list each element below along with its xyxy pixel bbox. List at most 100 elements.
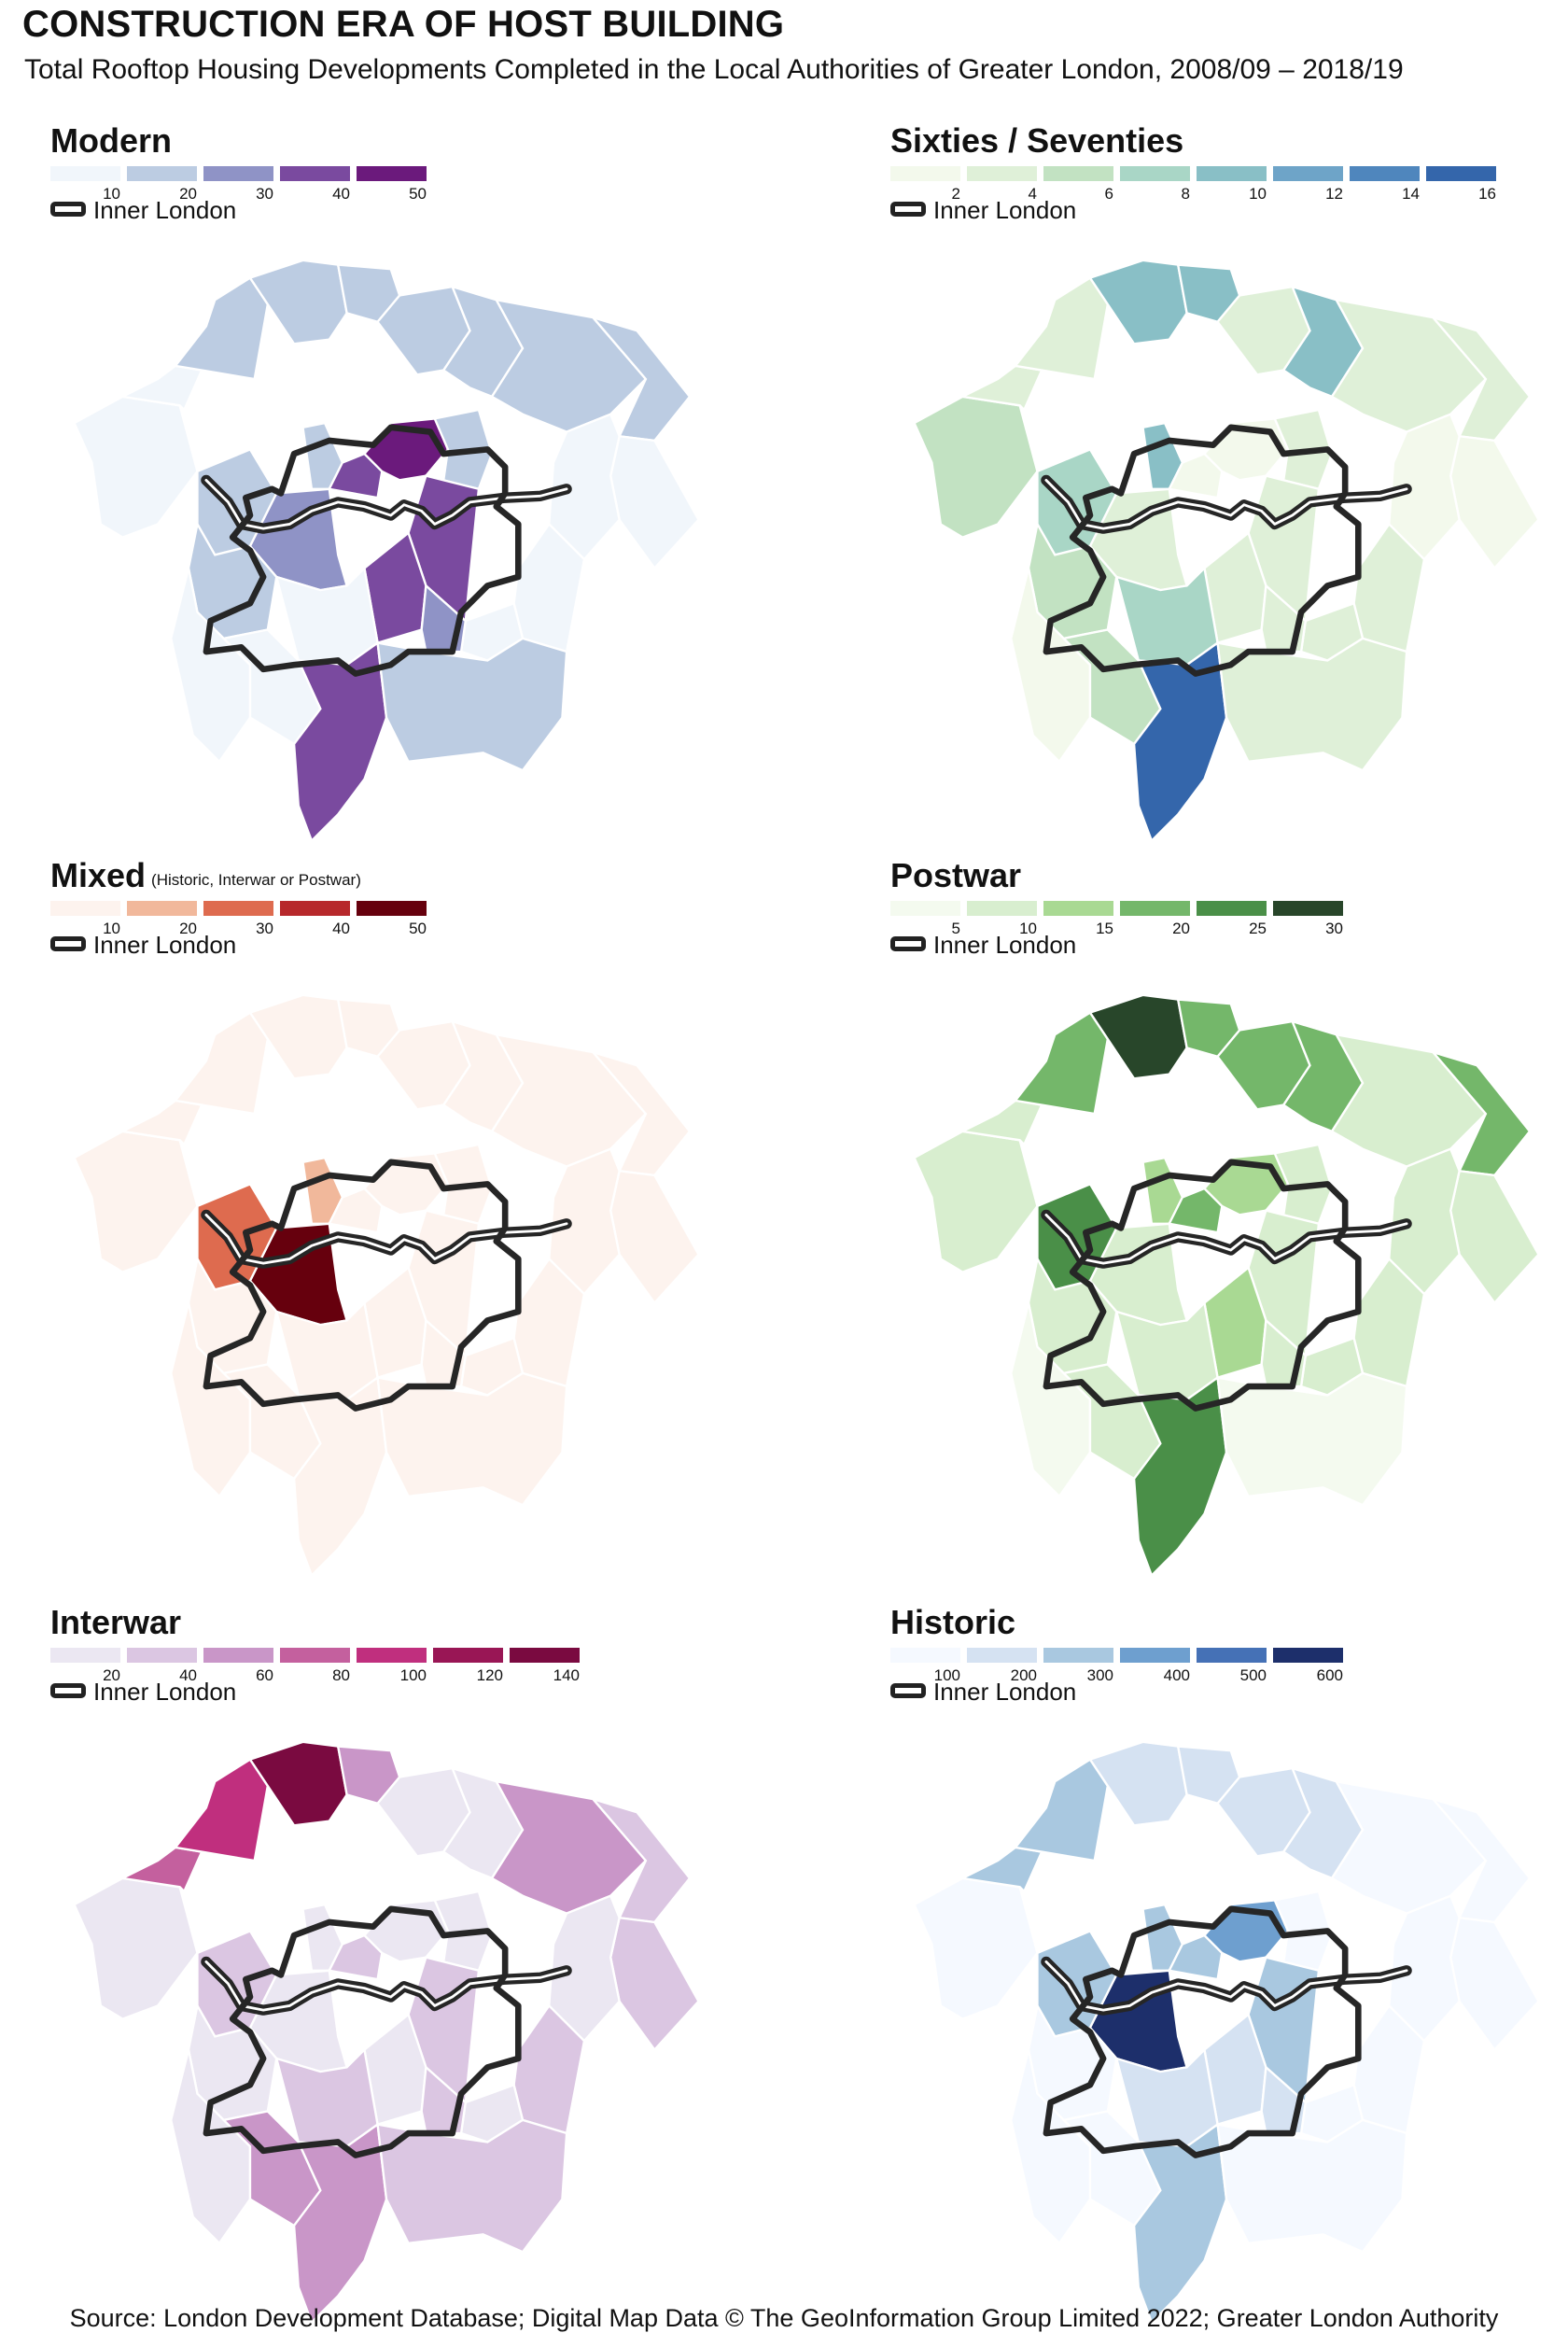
borough-region xyxy=(1330,1779,1488,1915)
legend-tick-label: 20 xyxy=(179,185,197,203)
legend-swatch xyxy=(50,166,120,181)
borough-region xyxy=(1299,2083,1365,2143)
legend-swatch xyxy=(1043,901,1113,916)
borough-region xyxy=(1299,601,1365,662)
legend-swatch xyxy=(1273,901,1343,916)
legend-tick-label: 100 xyxy=(933,1666,960,1684)
legend-swatch xyxy=(127,166,197,181)
legend-tick-label: 50 xyxy=(409,920,427,937)
panel-title-text: Modern xyxy=(50,121,172,160)
inner-london-label: Inner London xyxy=(933,931,1077,959)
borough-region xyxy=(609,1916,700,2052)
legend-swatch xyxy=(1197,901,1267,916)
choropleth-map xyxy=(913,1740,1540,2325)
borough-region xyxy=(1132,2122,1228,2325)
choropleth-map xyxy=(913,993,1540,1578)
borough-region xyxy=(1132,1375,1228,1578)
panel-title-text: Mixed xyxy=(50,856,147,894)
legend-tick-label: 30 xyxy=(1325,920,1343,937)
legend-swatch xyxy=(1120,901,1190,916)
borough-region xyxy=(248,259,348,345)
legend-swatch xyxy=(1350,166,1420,181)
legend-tick-label: 200 xyxy=(1010,1666,1037,1684)
legend-tick-label: 20 xyxy=(179,920,197,937)
borough-region xyxy=(1330,1033,1488,1168)
borough-region xyxy=(1216,637,1408,772)
legend-tick-label: 60 xyxy=(256,1666,273,1684)
panel-title-text: Interwar xyxy=(50,1603,182,1641)
legend-tick-label: 500 xyxy=(1239,1666,1267,1684)
legend-tick-label: 80 xyxy=(332,1666,350,1684)
borough-region xyxy=(490,1779,648,1915)
legend-swatch xyxy=(1273,1648,1343,1663)
borough-region xyxy=(292,2122,388,2325)
legend-swatch xyxy=(357,901,427,916)
choropleth-map xyxy=(913,259,1540,843)
inner-london-label: Inner London xyxy=(933,1678,1077,1706)
legend-swatch xyxy=(280,901,350,916)
legend-tick-label: 10 xyxy=(103,185,120,203)
borough-region xyxy=(73,1130,199,1273)
borough-region xyxy=(1449,1916,1540,2052)
map-panel-interwar: Interwar 20 40 60 80 100 120 140 Inner London xyxy=(22,1603,788,2340)
inner-london-label: Inner London xyxy=(93,196,237,224)
map-panel-mixed: Mixed (Historic, Interwar or Postwar) 10 20… xyxy=(22,856,788,1594)
borough-region xyxy=(548,413,621,561)
inner-london-outline-swatch xyxy=(50,202,86,217)
inner-london-outline-swatch xyxy=(890,936,926,951)
borough-region xyxy=(1216,2118,1408,2254)
inner-london-outline-swatch xyxy=(50,936,86,951)
inner-london-boundary xyxy=(1043,1905,1362,2158)
legend-swatch xyxy=(357,166,427,181)
panel-title: Historic xyxy=(890,1603,1015,1642)
inner-london-outline-swatch xyxy=(890,1683,926,1698)
river-thames-core xyxy=(204,1960,568,2012)
borough-region xyxy=(1132,640,1228,843)
legend-tick-label: 10 xyxy=(103,920,120,937)
borough-region xyxy=(376,1371,568,1507)
legend-tick-label: 40 xyxy=(332,920,350,937)
legend-swatch xyxy=(433,1648,503,1663)
river-thames-core xyxy=(1044,1960,1408,2012)
borough-region xyxy=(1299,1336,1365,1397)
legend-swatch xyxy=(203,901,273,916)
legend-swatch xyxy=(127,1648,197,1663)
borough-region xyxy=(459,1336,525,1397)
borough-region xyxy=(1388,413,1461,561)
legend-tick-label: 12 xyxy=(1325,185,1343,203)
legend-swatch xyxy=(967,166,1037,181)
legend-tick-label: 16 xyxy=(1478,185,1496,203)
borough-region xyxy=(609,1169,700,1305)
borough-region xyxy=(913,1130,1039,1273)
legend-tick-label: 25 xyxy=(1249,920,1267,937)
inner-london-outline-swatch xyxy=(50,1683,86,1698)
legend-swatch xyxy=(1197,166,1267,181)
legend-tick-label: 120 xyxy=(476,1666,503,1684)
borough-region xyxy=(1013,1758,1110,1862)
legend-tick-label: 20 xyxy=(1172,920,1190,937)
inner-london-boundary xyxy=(1043,424,1362,677)
inner-london-label: Inner London xyxy=(933,196,1077,224)
map-panel-modern: Modern 10 20 30 40 50 Inner London xyxy=(22,121,788,859)
legend-swatch xyxy=(50,1648,120,1663)
borough-region xyxy=(1013,276,1110,381)
borough-region xyxy=(609,434,700,570)
choropleth-map xyxy=(73,259,700,843)
legend-tick-label: 400 xyxy=(1163,1666,1190,1684)
legend-tick-label: 14 xyxy=(1402,185,1420,203)
inner-london-outline-swatch xyxy=(890,202,926,217)
panel-title: Postwar xyxy=(890,856,1021,895)
legend-swatch xyxy=(1043,1648,1113,1663)
borough-region xyxy=(1013,1011,1110,1116)
borough-region xyxy=(1388,1147,1461,1296)
inner-london-boundary xyxy=(1043,1159,1362,1412)
legend-swatch xyxy=(890,1648,960,1663)
legend-swatch xyxy=(1120,1648,1190,1663)
borough-region xyxy=(459,601,525,662)
borough-region xyxy=(248,1740,348,1827)
river-thames-core xyxy=(1044,1213,1408,1265)
borough-region xyxy=(913,1876,1039,2020)
legend-swatch xyxy=(1043,166,1113,181)
inner-london-label: Inner London xyxy=(93,1678,237,1706)
map-panel-postwar: Postwar 5 10 15 20 25 30 Inner London xyxy=(862,856,1568,1594)
